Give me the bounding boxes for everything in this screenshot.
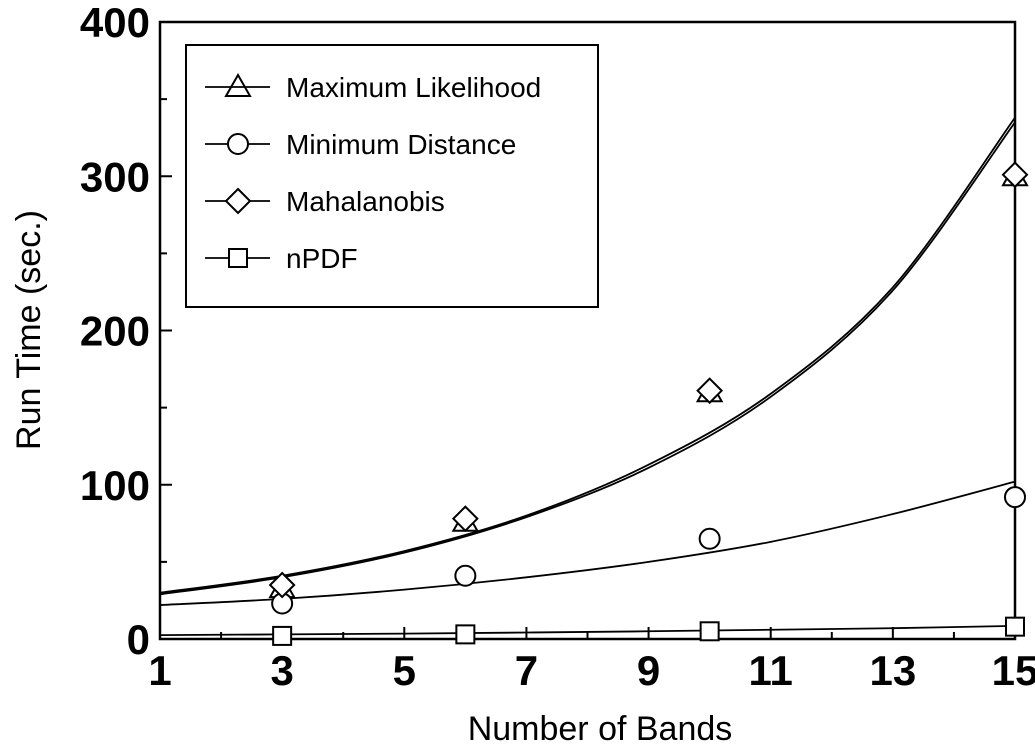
data-points [268,161,1029,646]
legend-label-maximum-likelihood: Maximum Likelihood [286,72,541,103]
y-tick-label: 200 [80,308,150,355]
trend-lines [159,117,1016,637]
x-tick-label: 15 [992,647,1035,694]
point-minimum-distance [454,564,477,587]
legend-marker-npdf [228,248,248,268]
legend: Maximum Likelihood Minimum Distance Mahala… [185,44,599,308]
legend-label-minimum-distance: Minimum Distance [286,129,516,160]
legend-box [185,44,599,308]
point-minimum-distance [698,527,721,550]
point-npdf [699,621,720,642]
legend-marker-minimum-distance [227,133,249,155]
y-tick-label: 0 [127,616,150,663]
x-tick-label: 3 [270,647,293,694]
y-tick-label: 400 [80,0,150,46]
point-mahalanobis [451,505,479,533]
x-tick-label: 9 [637,647,660,694]
x-tick-label: 7 [515,647,538,694]
point-mahalanobis [268,571,296,599]
point-minimum-distance [1004,486,1026,509]
trend-line-npdf [159,624,1016,637]
x-tick-label: 1 [148,647,171,694]
y-tick-label: 100 [80,462,150,509]
point-mahalanobis [1001,161,1029,189]
legend-marker-maximum-likelihood [224,72,252,97]
point-npdf [455,624,476,645]
trend-line-maximum-likelihood [159,121,1016,596]
trend-line-mahalanobis [159,117,1016,594]
x-tick-label: 5 [393,647,416,694]
legend-marker-mahalanobis [224,187,252,215]
point-npdf [272,625,293,646]
x-axis-label: Number of Bands [468,710,733,748]
x-tick-label: 13 [869,647,916,694]
point-npdf [1005,616,1025,637]
y-axis-label: Run Time (sec.) [10,210,48,450]
x-tick-label: 11 [749,647,793,694]
point-mahalanobis [696,377,724,405]
legend-label-npdf: nPDF [286,243,358,274]
legend-label-mahalanobis: Mahalanobis [286,186,445,217]
y-tick-label: 300 [80,153,150,200]
